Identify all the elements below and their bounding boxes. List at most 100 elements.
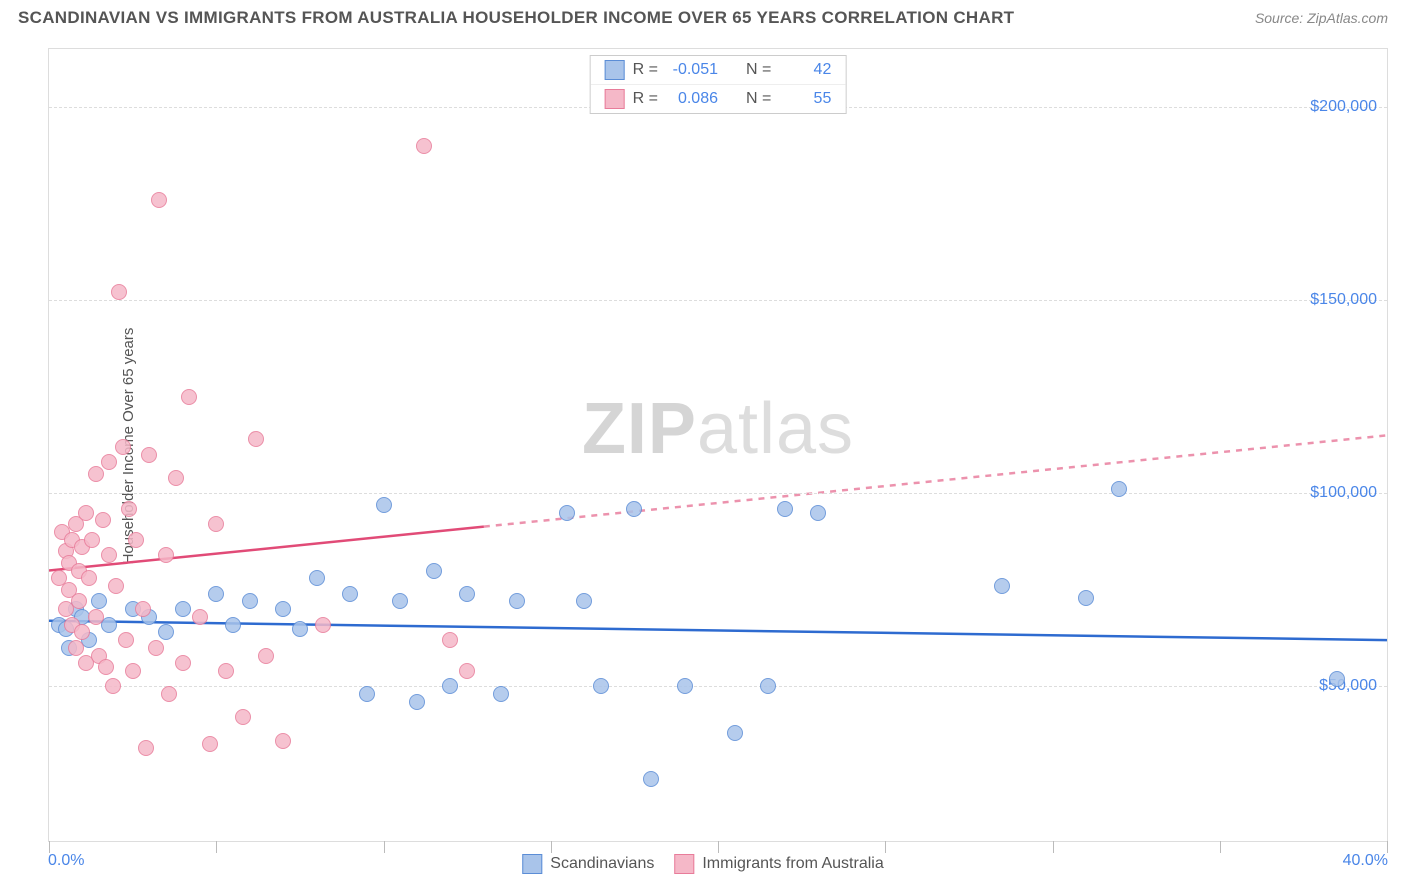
data-point-aus: [84, 532, 100, 548]
data-point-scand: [175, 601, 191, 617]
legend-label: Scandinavians: [550, 855, 654, 873]
data-point-aus: [125, 663, 141, 679]
trend-line-scand: [49, 621, 1387, 640]
stats-legend-box: R =-0.051N =42R =0.086N =55: [590, 55, 847, 114]
data-point-scand: [593, 678, 609, 694]
x-axis-min-label: 0.0%: [48, 852, 84, 870]
data-point-scand: [559, 505, 575, 521]
x-tick: [1053, 841, 1054, 853]
data-point-scand: [342, 586, 358, 602]
data-point-aus: [158, 547, 174, 563]
grid-line: [49, 300, 1387, 301]
bottom-legend: Scandinavians Immigrants from Australia: [522, 854, 883, 874]
data-point-scand: [1329, 671, 1345, 687]
watermark-rest: atlas: [697, 389, 854, 469]
data-point-aus: [151, 192, 167, 208]
data-point-scand: [101, 617, 117, 633]
swatch-aus: [674, 854, 694, 874]
n-label: N =: [746, 90, 771, 108]
y-tick-label: $200,000: [1310, 98, 1377, 116]
data-point-aus: [88, 609, 104, 625]
data-point-aus: [71, 593, 87, 609]
r-label: R =: [633, 61, 658, 79]
data-point-scand: [376, 497, 392, 513]
data-point-aus: [202, 736, 218, 752]
r-value: -0.051: [666, 61, 718, 79]
header: SCANDINAVIAN VS IMMIGRANTS FROM AUSTRALI…: [0, 0, 1406, 32]
data-point-scand: [994, 578, 1010, 594]
data-point-scand: [292, 621, 308, 637]
data-point-aus: [78, 505, 94, 521]
chart-area: ZIPatlas $50,000$100,000$150,000$200,000…: [48, 48, 1388, 842]
legend-label: Immigrants from Australia: [702, 855, 883, 873]
legend-item-aus: Immigrants from Australia: [674, 854, 883, 874]
data-point-aus: [181, 389, 197, 405]
grid-line: [49, 493, 1387, 494]
data-point-aus: [98, 659, 114, 675]
data-point-aus: [118, 632, 134, 648]
data-point-scand: [777, 501, 793, 517]
y-tick-label: $50,000: [1319, 677, 1377, 695]
trend-line-dashed-aus: [484, 435, 1387, 526]
n-label: N =: [746, 61, 771, 79]
y-tick-label: $150,000: [1310, 291, 1377, 309]
data-point-aus: [416, 138, 432, 154]
data-point-scand: [225, 617, 241, 633]
data-point-scand: [1078, 590, 1094, 606]
data-point-aus: [121, 501, 137, 517]
data-point-aus: [248, 431, 264, 447]
watermark: ZIPatlas: [582, 388, 854, 470]
data-point-scand: [208, 586, 224, 602]
data-point-aus: [235, 709, 251, 725]
data-point-scand: [626, 501, 642, 517]
data-point-scand: [677, 678, 693, 694]
data-point-scand: [392, 593, 408, 609]
data-point-aus: [459, 663, 475, 679]
legend-item-scand: Scandinavians: [522, 854, 654, 874]
data-point-scand: [810, 505, 826, 521]
data-point-aus: [74, 624, 90, 640]
data-point-aus: [208, 516, 224, 532]
data-point-aus: [68, 640, 84, 656]
trend-lines-svg: [49, 49, 1387, 841]
source-name: ZipAtlas.com: [1307, 10, 1388, 26]
data-point-aus: [128, 532, 144, 548]
data-point-scand: [493, 686, 509, 702]
data-point-aus: [168, 470, 184, 486]
x-tick: [1220, 841, 1221, 853]
r-value: 0.086: [666, 90, 718, 108]
data-point-aus: [442, 632, 458, 648]
data-point-scand: [727, 725, 743, 741]
data-point-aus: [105, 678, 121, 694]
data-point-scand: [91, 593, 107, 609]
data-point-aus: [218, 663, 234, 679]
swatch-aus: [605, 89, 625, 109]
data-point-scand: [359, 686, 375, 702]
data-point-aus: [81, 570, 97, 586]
stats-row-aus: R =0.086N =55: [591, 84, 846, 113]
data-point-aus: [135, 601, 151, 617]
x-tick: [216, 841, 217, 853]
data-point-aus: [192, 609, 208, 625]
x-axis-max-label: 40.0%: [1343, 852, 1388, 870]
swatch-scand: [522, 854, 542, 874]
n-value: 55: [779, 90, 831, 108]
data-point-aus: [111, 284, 127, 300]
source-prefix: Source:: [1255, 10, 1307, 26]
x-tick: [718, 841, 719, 853]
data-point-scand: [576, 593, 592, 609]
x-tick: [885, 841, 886, 853]
data-point-aus: [101, 547, 117, 563]
x-tick: [551, 841, 552, 853]
data-point-aus: [95, 512, 111, 528]
data-point-scand: [426, 563, 442, 579]
plot-area: ZIPatlas $50,000$100,000$150,000$200,000: [49, 49, 1387, 841]
data-point-scand: [242, 593, 258, 609]
chart-title: SCANDINAVIAN VS IMMIGRANTS FROM AUSTRALI…: [18, 8, 1014, 28]
data-point-aus: [275, 733, 291, 749]
data-point-scand: [158, 624, 174, 640]
data-point-scand: [442, 678, 458, 694]
x-tick: [384, 841, 385, 853]
data-point-aus: [175, 655, 191, 671]
data-point-aus: [101, 454, 117, 470]
